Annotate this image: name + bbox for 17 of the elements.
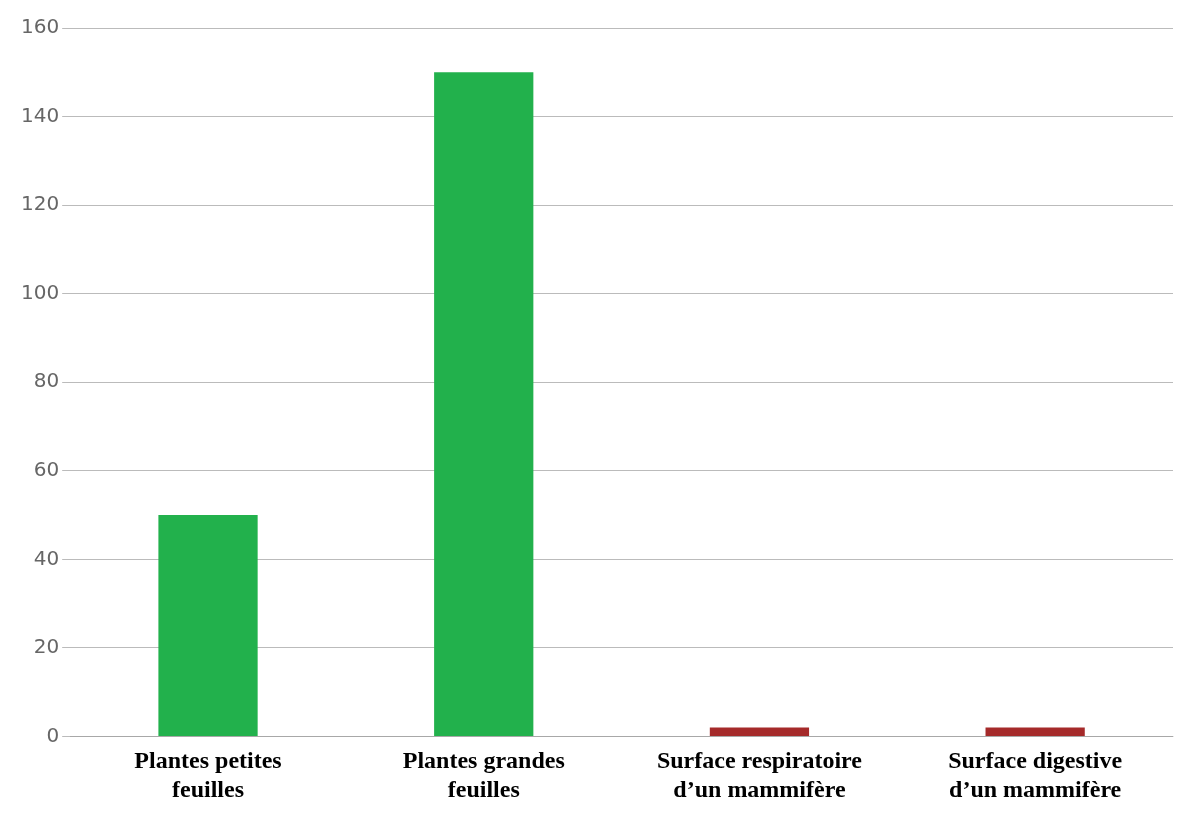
bar [434, 72, 534, 736]
x-tick-label: Surface digestive d’un mammifère [948, 747, 1123, 802]
y-tick-label: 140 [20, 102, 60, 127]
x-tick-label: Plantes grandes feuilles [402, 747, 565, 802]
bar [709, 727, 810, 736]
bar [985, 727, 1085, 736]
y-tick-label: 0 [46, 722, 60, 747]
y-tick-label: 40 [33, 545, 60, 570]
y-tick-label: 120 [20, 191, 60, 216]
y-tick-label: 160 [20, 14, 60, 39]
bar [158, 515, 258, 736]
x-tick-label: Surface respiratoire d’un mammifère [656, 747, 863, 802]
y-tick-label: 80 [33, 368, 60, 393]
y-tick-label: 20 [33, 634, 60, 659]
y-tick-label: 100 [20, 279, 60, 304]
y-tick-label: 60 [33, 456, 60, 481]
x-tick-label: Plantes petites feuilles [134, 747, 282, 802]
